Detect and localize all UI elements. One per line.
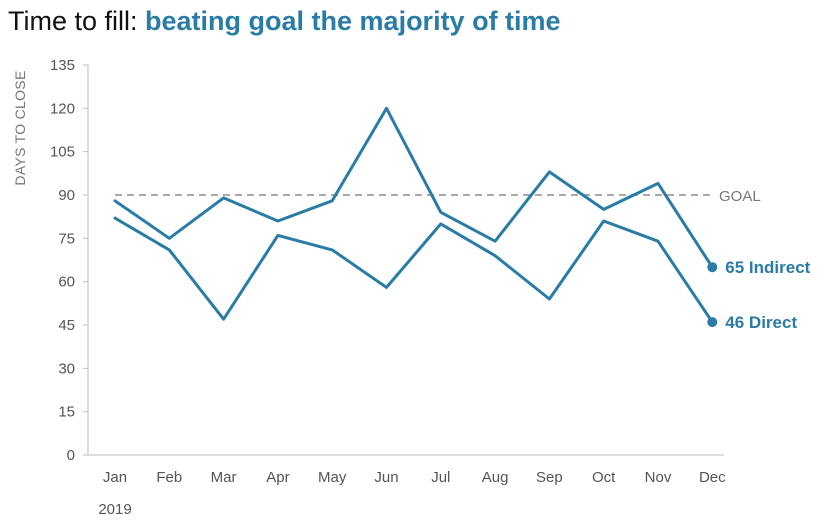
- x-tick-label: Feb: [156, 469, 182, 486]
- year-label: 2019: [98, 501, 131, 518]
- y-tick-label: 105: [50, 144, 75, 161]
- series-label-indirect: 65 Indirect: [725, 258, 810, 277]
- chart-title: Time to fill: beating goal the majority …: [8, 6, 561, 37]
- series-layer: 65 Indirect 46 Direct: [113, 106, 811, 332]
- y-tick-label: 135: [50, 57, 75, 74]
- x-tick-label: Nov: [645, 469, 672, 486]
- series-label-direct: 46 Direct: [725, 313, 797, 332]
- y-axis-label: DAYS TO CLOSE: [12, 70, 28, 185]
- x-axis-ticks: Jan Feb Mar Apr May Jun Jul Aug Sep Oct Nov Dec: [103, 469, 726, 486]
- y-tick-label: 45: [58, 317, 75, 334]
- y-tick-label: 0: [67, 447, 75, 464]
- x-tick-label: Jul: [431, 469, 450, 486]
- x-tick-label: Mar: [211, 469, 237, 486]
- end-point-direct: [707, 317, 718, 328]
- y-tick-label: 75: [58, 230, 75, 247]
- series-line-indirect: [113, 106, 714, 269]
- y-tick-label: 90: [58, 187, 75, 204]
- title-lead: Time to fill:: [8, 6, 146, 36]
- x-tick-label: May: [318, 469, 347, 486]
- title-emphasis: beating goal the majority of time: [145, 6, 561, 36]
- x-tick-label: Apr: [266, 469, 289, 486]
- x-tick-label: Oct: [592, 469, 616, 486]
- end-point-indirect: [707, 262, 718, 273]
- x-tick-label: Aug: [482, 469, 509, 486]
- x-tick-label: Dec: [699, 469, 726, 486]
- x-tick-label: Jun: [374, 469, 398, 486]
- goal-label: GOAL: [719, 188, 761, 205]
- series-line-direct: [113, 216, 714, 324]
- y-tick-label: 15: [58, 404, 75, 421]
- y-axis-ticks: 0 15 30 45 60 75 90 105 120 135: [50, 57, 88, 464]
- x-tick-label: Jan: [103, 469, 127, 486]
- y-tick-label: 30: [58, 360, 75, 377]
- x-tick-label: Sep: [536, 469, 563, 486]
- y-tick-label: 60: [58, 274, 75, 291]
- y-tick-label: 120: [50, 100, 75, 117]
